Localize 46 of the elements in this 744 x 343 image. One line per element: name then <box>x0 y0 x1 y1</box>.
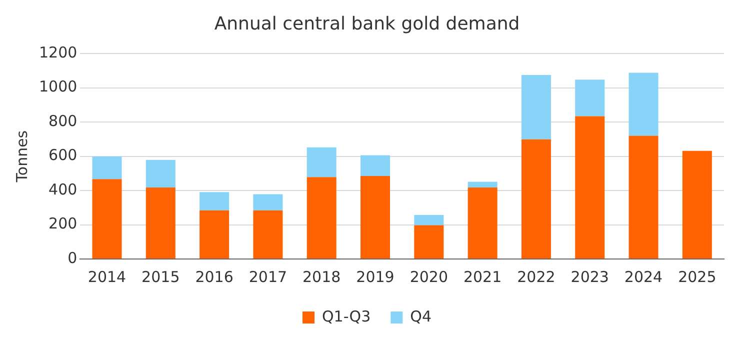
x-tick-label: 2025 <box>678 268 716 286</box>
y-axis-title: Tonnes <box>12 130 31 184</box>
bar <box>253 210 283 258</box>
chart-title: Annual central bank gold demand <box>214 13 520 34</box>
bar <box>628 136 658 258</box>
bar <box>468 187 498 258</box>
y-tick-label: 1200 <box>38 43 78 62</box>
bar <box>92 156 122 180</box>
bar <box>360 155 390 176</box>
y-tick-label: 800 <box>48 112 78 130</box>
x-tick-label: 2018 <box>302 268 341 286</box>
bar <box>200 192 230 210</box>
bar <box>628 72 658 136</box>
bar <box>306 147 336 178</box>
legend-label: Q1-Q3 <box>322 307 371 326</box>
x-tick-label: 2021 <box>463 268 502 286</box>
bar <box>682 150 712 258</box>
bar <box>360 176 390 258</box>
bar <box>468 182 498 188</box>
bar <box>414 225 444 258</box>
bar <box>200 210 230 258</box>
x-tick-label: 2020 <box>410 268 448 286</box>
x-tick-label: 2022 <box>517 268 556 286</box>
y-tick-label: 400 <box>48 180 78 198</box>
x-tick-label: 2014 <box>88 268 126 286</box>
bar <box>575 80 605 116</box>
y-tick-label: 600 <box>48 146 78 164</box>
x-tick-label: 2015 <box>142 268 180 286</box>
bar <box>575 116 605 258</box>
bar <box>306 177 336 258</box>
bar <box>146 187 176 258</box>
bar <box>521 74 551 140</box>
x-tick-label: 2024 <box>624 268 663 286</box>
bar <box>521 139 551 258</box>
y-tick-label: 1000 <box>38 78 78 96</box>
bar <box>414 215 444 226</box>
x-tick-label: 2023 <box>570 268 609 286</box>
legend-label: Q4 <box>410 307 432 326</box>
x-tick-label: 2019 <box>356 268 394 286</box>
bar <box>146 160 176 188</box>
bar <box>92 179 122 258</box>
bar <box>253 194 283 210</box>
x-tick-label: 2017 <box>248 268 288 286</box>
x-tick-label: 2016 <box>195 268 234 286</box>
y-tick-label: 0 <box>68 248 78 267</box>
y-tick-label: 200 <box>48 214 78 233</box>
